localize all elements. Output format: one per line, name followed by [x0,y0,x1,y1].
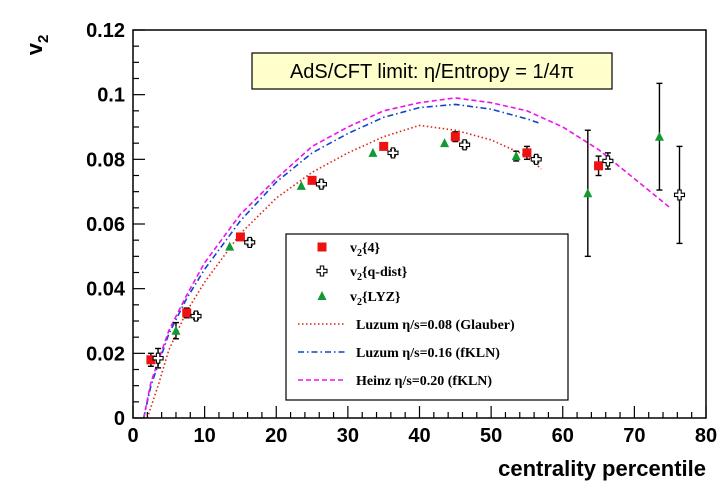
data-point [654,131,664,141]
model-curve [146,124,542,419]
annotation-background [251,52,613,90]
legend-symbol [317,291,327,300]
data-points [146,82,686,369]
y-tick-label: 0.08 [86,149,125,171]
legend-label: v2{q-dist} [350,265,408,283]
data-point [244,236,256,248]
data-point [182,308,192,318]
data-point [530,153,542,165]
annotation-box: AdS/CFT limit: η/Entropy = 1/4π [251,52,613,90]
data-point [602,155,614,167]
data-point [459,139,471,151]
x-axis-title: centrality percentile [498,456,706,481]
data-point [225,241,235,251]
model-curve [142,97,671,419]
legend-box [285,233,569,401]
y-tick-label: 0.1 [97,85,125,107]
data-point [440,138,450,148]
legend-symbol [316,265,328,277]
data-point [146,355,156,365]
x-tick-label: 40 [408,425,430,447]
data-point [368,147,378,157]
x-tick-label: 80 [695,425,717,447]
axis-ticks: 0 10 20 30 40 50 60 70 80 0 0.02 0.04 0.06 0.08 0.1 0.1… [86,20,717,447]
model-curves [142,97,671,419]
data-point [450,132,460,142]
y-tick-label: 0.12 [86,20,125,42]
data-point [315,178,327,190]
y-axis-title: v2 [22,35,52,56]
data-point [307,175,317,185]
data-point [235,232,245,242]
data-point [190,310,202,322]
data-point [522,148,532,158]
x-tick-label: 70 [623,425,645,447]
legend: v2{4}v2{q-dist}v2{LYZ}Luzum η/s=0.08 (Gl… [285,233,569,401]
annotation-text: AdS/CFT limit: η/Entropy = 1/4π [290,61,574,83]
x-tick-label: 50 [480,425,502,447]
data-point [379,141,389,151]
y-tick-label: 0.06 [86,214,125,236]
x-tick-label: 10 [194,425,216,447]
y-tick-label: 0.02 [86,343,125,365]
legend-label: Luzum η/s=0.16 (fKLN) [356,346,500,361]
legend-label: v2{LYZ} [350,290,401,308]
legend-label: Heinz η/s=0.20 (fKLN) [356,374,492,389]
data-point [594,161,604,171]
data-point [583,188,593,198]
data-point [387,147,399,159]
data-point [511,151,521,161]
x-tick-label: 60 [552,425,574,447]
y-tick-label: 0 [114,408,125,430]
data-point [152,352,164,364]
data-point [296,180,306,190]
legend-label: Luzum η/s=0.08 (Glauber) [356,318,515,333]
data-point [171,325,181,335]
x-tick-label: 30 [337,425,359,447]
x-tick-label: 0 [127,425,138,447]
x-tick-label: 20 [265,425,287,447]
y-tick-label: 0.04 [86,279,126,301]
legend-symbol [317,242,327,252]
data-point [673,189,686,201]
